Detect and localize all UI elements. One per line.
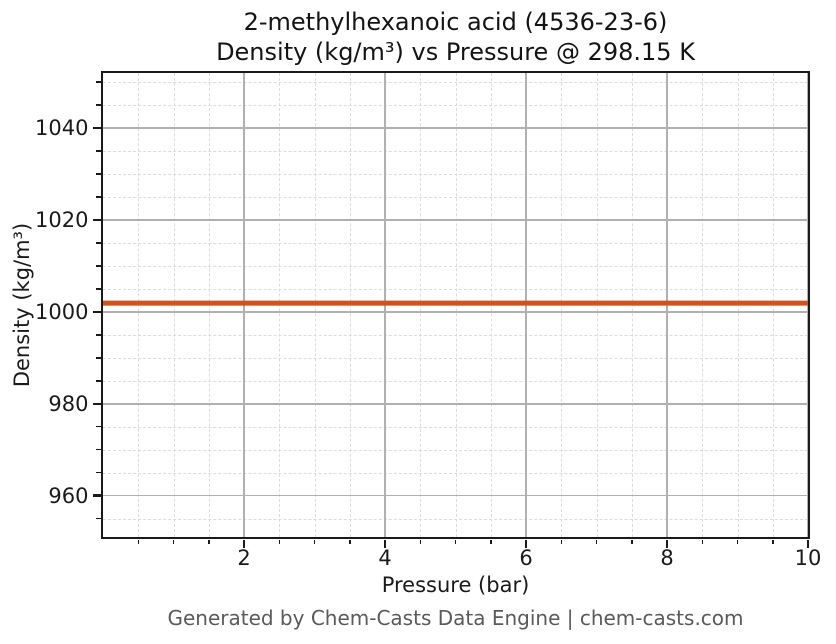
- y-major-tick: [92, 494, 101, 497]
- y-minor-gridline: [103, 518, 808, 520]
- x-minor-tick: [137, 539, 139, 544]
- y-minor-tick: [96, 425, 101, 428]
- y-major-tick: [92, 218, 101, 222]
- x-major-tick: [665, 539, 669, 548]
- y-minor-tick: [96, 380, 101, 382]
- y-minor-gridline: [103, 357, 808, 359]
- y-major-tick: [92, 126, 101, 130]
- y-minor-tick: [96, 81, 101, 83]
- y-minor-gridline: [103, 197, 808, 199]
- y-minor-tick: [96, 242, 101, 244]
- chart-subtitle: Density (kg/m³) vs Pressure @ 298.15 K: [216, 38, 695, 66]
- x-minor-tick: [701, 539, 703, 544]
- y-minor-gridline: [103, 449, 808, 451]
- y-minor-tick: [96, 517, 101, 520]
- y-minor-gridline: [103, 472, 808, 474]
- x-tick-label: 8: [660, 546, 674, 570]
- y-minor-gridline: [103, 82, 808, 84]
- y-minor-tick: [96, 196, 101, 198]
- x-axis-label: Pressure (bar): [381, 573, 530, 597]
- y-major-gridline: [103, 494, 808, 497]
- y-minor-tick: [96, 150, 101, 152]
- chart-title: 2-methylhexanoic acid (4536-23-6): [243, 8, 668, 36]
- y-minor-gridline: [103, 105, 808, 107]
- x-minor-tick: [278, 539, 280, 544]
- y-minor-gridline: [103, 334, 808, 336]
- y-minor-gridline: [103, 242, 808, 244]
- y-minor-gridline: [103, 265, 808, 267]
- x-major-tick: [806, 539, 810, 548]
- y-tick-label: 1000: [35, 299, 89, 324]
- y-minor-tick: [96, 104, 101, 106]
- y-major-gridline: [103, 311, 808, 313]
- y-tick-label: 980: [48, 391, 89, 416]
- y-minor-tick: [96, 357, 101, 359]
- x-minor-tick: [208, 539, 210, 544]
- x-minor-tick: [595, 539, 598, 544]
- y-major-gridline: [103, 219, 808, 221]
- x-minor-tick: [772, 539, 774, 544]
- y-major-tick: [92, 310, 101, 314]
- x-minor-tick: [631, 539, 633, 544]
- x-minor-tick: [313, 539, 316, 544]
- x-major-tick: [383, 539, 387, 548]
- x-major-tick: [524, 539, 528, 548]
- x-tick-label: 10: [794, 546, 822, 570]
- y-major-tick: [92, 402, 101, 406]
- x-minor-tick: [560, 539, 562, 544]
- y-tick-label: 960: [48, 483, 89, 508]
- y-major-gridline: [103, 127, 808, 129]
- y-minor-tick: [96, 288, 101, 290]
- y-minor-gridline: [103, 151, 808, 153]
- x-tick-label: 6: [519, 546, 533, 570]
- x-minor-tick: [490, 539, 492, 544]
- y-tick-label: 1020: [35, 208, 89, 232]
- x-minor-tick: [349, 539, 351, 544]
- x-minor-tick: [172, 539, 175, 544]
- x-minor-tick: [419, 539, 421, 544]
- y-minor-tick: [96, 471, 101, 474]
- x-minor-tick: [454, 539, 457, 544]
- y-major-gridline: [103, 403, 808, 405]
- chart-title-block: 2-methylhexanoic acid (4536-23-6) Densit…: [103, 7, 808, 67]
- x-tick-label: 4: [378, 546, 392, 570]
- footer-attribution: Generated by Chem-Casts Data Engine | ch…: [167, 606, 744, 630]
- x-tick-label: 2: [237, 546, 251, 570]
- y-minor-tick: [96, 448, 101, 451]
- x-minor-tick: [736, 539, 739, 544]
- y-minor-tick: [96, 173, 101, 175]
- y-minor-gridline: [103, 380, 808, 382]
- y-tick-label: 1040: [35, 116, 89, 141]
- y-minor-gridline: [103, 426, 808, 428]
- y-minor-tick: [96, 334, 101, 336]
- y-minor-tick: [96, 265, 101, 267]
- x-major-tick: [242, 539, 246, 548]
- y-minor-gridline: [103, 288, 808, 290]
- y-minor-gridline: [103, 174, 808, 176]
